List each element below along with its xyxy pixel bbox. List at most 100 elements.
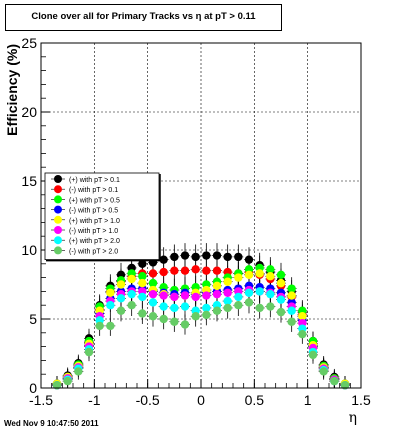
data-point: [84, 347, 94, 357]
legend-marker: [54, 175, 62, 183]
x-tick-label: 1: [304, 392, 312, 408]
data-point: [266, 272, 275, 281]
y-tick-label: 5: [29, 311, 37, 327]
data-point: [180, 266, 190, 275]
data-point: [191, 292, 200, 302]
legend-marker: [54, 226, 62, 234]
y-tick-label: 20: [21, 104, 37, 120]
legend-marker: [54, 215, 62, 224]
data-point: [244, 288, 254, 297]
x-tick-label: -0.5: [136, 392, 160, 408]
data-point: [159, 314, 168, 324]
plot-frame: [40, 42, 362, 389]
data-point: [170, 252, 179, 262]
data-point: [234, 292, 243, 302]
data-point: [106, 321, 115, 331]
data-point: [223, 288, 232, 297]
data-point: [148, 278, 158, 288]
data-point: [63, 376, 72, 386]
data-point: [234, 273, 243, 282]
data-point: [202, 310, 211, 320]
legend-box: [44, 172, 160, 260]
y-tick-label: 10: [21, 242, 37, 258]
data-point: [138, 278, 147, 288]
data-point: [170, 317, 179, 326]
data-point: [191, 312, 200, 321]
data-point: [202, 266, 211, 275]
data-point: [180, 302, 190, 311]
data-point: [159, 267, 168, 277]
data-point: [191, 252, 200, 262]
data-point: [287, 284, 296, 293]
data-point: [223, 277, 232, 286]
data-point: [276, 278, 286, 288]
y-tick-label: 0: [29, 380, 37, 396]
data-point: [148, 289, 158, 299]
x-axis-label: η: [349, 410, 357, 426]
data-point: [223, 303, 232, 313]
data-point: [170, 266, 179, 275]
data-point: [276, 307, 286, 317]
data-point: [244, 270, 254, 280]
legend-entry-label: (-) with pT > 2.0: [69, 248, 118, 255]
x-tick-label: -1.5: [29, 392, 53, 408]
data-point: [116, 280, 126, 289]
data-point: [74, 367, 83, 376]
legend-entry-label: (-) with pT > 0.1: [69, 187, 118, 194]
data-point: [52, 381, 62, 390]
data-point: [202, 251, 211, 260]
data-point: [255, 303, 264, 313]
data-point: [127, 274, 136, 284]
y-tick-label: 25: [21, 35, 37, 51]
data-point: [276, 295, 286, 304]
data-point: [106, 288, 115, 297]
data-point: [308, 350, 318, 360]
data-point: [116, 294, 126, 303]
data-point: [234, 252, 243, 262]
data-point: [287, 317, 296, 326]
data-point: [266, 265, 275, 274]
tick-labels: -1.5 -1 -0.5 0 0.5 1 1.5 0 5 10 15 20 25: [21, 35, 371, 408]
legend-marker: [54, 246, 62, 255]
legend-marker: [54, 195, 62, 204]
data-point: [170, 292, 179, 302]
data-point: [298, 312, 307, 321]
legend-entry-label: (+) with pT > 1.0: [69, 218, 120, 225]
data-point: [159, 291, 168, 300]
data-point: [170, 303, 179, 313]
data-point: [223, 252, 232, 262]
data-point: [148, 269, 158, 278]
data-point: [287, 306, 296, 315]
legend-entry-label: (-) with pT > 1.0: [69, 228, 118, 235]
data-point: [138, 309, 147, 318]
data-point: [202, 291, 211, 300]
data-point: [180, 320, 190, 329]
data-point: [138, 292, 147, 302]
data-point: [180, 251, 190, 260]
legend-marker: [54, 185, 62, 194]
data-point: [212, 251, 222, 260]
legend-entry-label: (+) with pT > 0.1: [69, 177, 120, 184]
data-point: [106, 301, 115, 310]
x-tick-label: 0: [197, 392, 205, 408]
data-point: [276, 270, 286, 280]
data-point: [319, 367, 328, 376]
data-points: [52, 251, 350, 390]
data-point: [266, 302, 275, 311]
legend-marker: [54, 236, 62, 245]
data-point: [244, 298, 254, 307]
data-point: [116, 306, 126, 315]
data-point: [138, 272, 147, 281]
data-point: [298, 329, 307, 339]
data-point: [255, 269, 264, 278]
title-box: Clone over all for Primary Tracks vs η a…: [5, 4, 282, 31]
data-point: [127, 289, 136, 299]
chart-title: Clone over all for Primary Tracks vs η a…: [31, 11, 256, 22]
legend-entry-label: (+) with pT > 2.0: [69, 238, 120, 245]
data-point: [266, 289, 275, 299]
legend-marker: [54, 205, 62, 214]
data-point: [212, 266, 222, 275]
data-point: [191, 265, 200, 274]
data-point: [127, 301, 136, 310]
data-point: [202, 303, 211, 313]
